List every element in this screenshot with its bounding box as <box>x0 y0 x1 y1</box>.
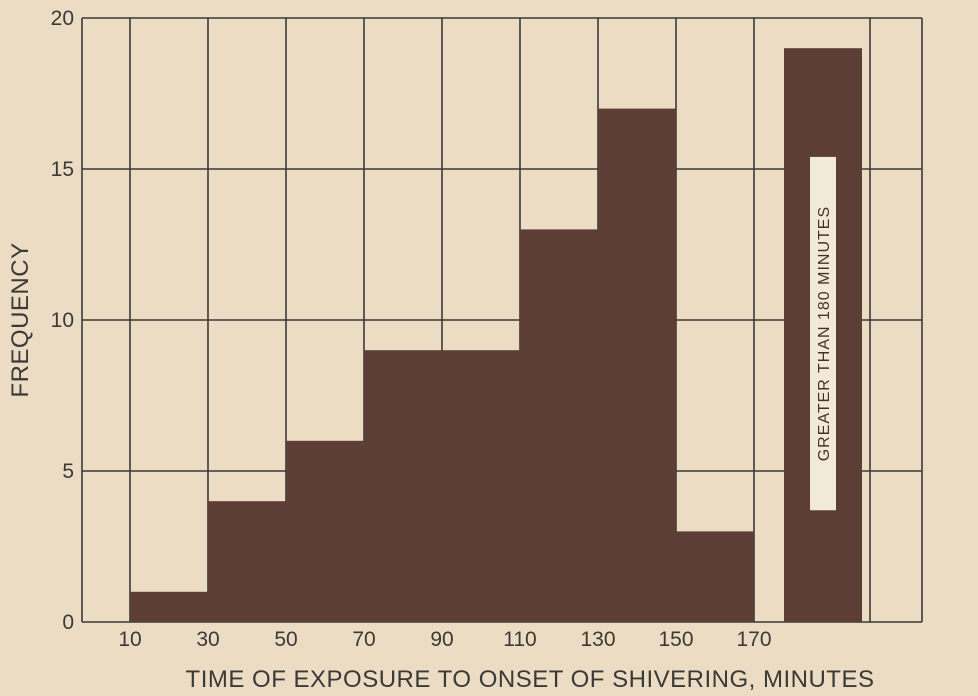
y-tick-label: 20 <box>51 7 74 30</box>
histogram-bar <box>208 501 286 622</box>
x-tick-label: 90 <box>430 628 453 651</box>
extra-bar-label: GREATER THAN 180 MINUTES <box>816 206 833 461</box>
x-tick-labels: 10 30 50 70 90 110 130 150 170 <box>118 628 771 651</box>
bars: GREATER THAN 180 MINUTES <box>130 48 862 623</box>
extra-bar-label-box <box>810 156 836 511</box>
x-tick-label: 150 <box>658 628 693 651</box>
x-tick-label: 30 <box>196 628 219 651</box>
y-axis-label: FREQUENCY <box>7 242 34 397</box>
y-tick-label: 5 <box>62 460 74 483</box>
histogram-bar <box>520 229 598 622</box>
x-tick-label: 110 <box>503 628 536 651</box>
histogram-bar <box>130 591 208 622</box>
histogram-bar <box>286 440 364 622</box>
x-tick-label: 50 <box>274 628 297 651</box>
histogram-bar <box>676 531 754 622</box>
histogram-bar <box>598 108 676 623</box>
x-tick-label: 170 <box>736 628 771 651</box>
x-tick-label: 130 <box>580 628 615 651</box>
histogram-bar <box>364 350 442 622</box>
x-tick-label: 10 <box>118 628 141 651</box>
y-tick-label: 15 <box>51 158 74 181</box>
y-tick-label: 10 <box>51 309 74 332</box>
y-tick-labels: 0 5 10 15 20 <box>51 7 74 634</box>
histogram-bar <box>442 350 520 622</box>
x-axis-label: TIME OF EXPOSURE TO ONSET OF SHIVERING, … <box>186 666 875 693</box>
y-tick-label: 0 <box>62 611 74 634</box>
x-tick-label: 70 <box>352 628 375 651</box>
